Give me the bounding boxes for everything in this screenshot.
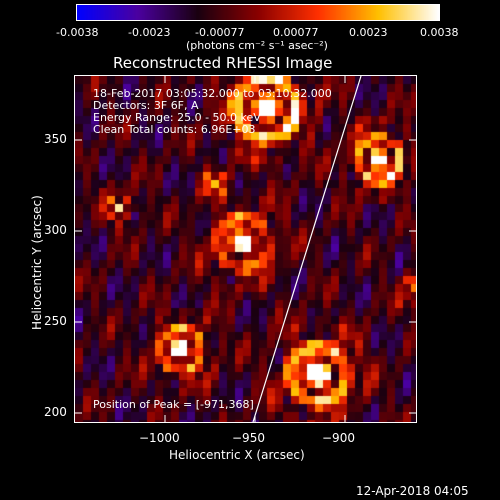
x-tick-minus-900: −900 [322,431,355,445]
y-tick-250: 250 [44,314,67,328]
colorbar-tick-1: -0.0038 [56,26,99,39]
y-tick-200: 200 [44,405,67,419]
peak-position-label: Position of Peak = [-971,368] [93,398,254,411]
y-tick-350: 350 [44,132,67,146]
colorbar-tick-4: 0.00077 [273,26,319,39]
plot-area: 18-Feb-2017 03:05:32.000 to 03:10:32.000… [74,75,417,423]
colorbar-tick-5: 0.0023 [349,26,388,39]
colorbar-tick-2: -0.0023 [128,26,171,39]
energy-range-label: Energy Range: 25.0 - 50.0 keV [93,111,261,124]
solar-limb-line [252,76,362,422]
detectors-label: Detectors: 3F 6F, A [93,99,199,112]
x-tick-minus-1000: −1000 [139,431,180,445]
timestamp: 12-Apr-2018 04:05 [356,484,469,498]
plot-overlay [75,76,416,422]
colorbar-tick-3: -0.00077 [195,26,245,39]
rhessi-heatmap-image [75,76,416,422]
clean-counts-label: Clean Total counts: 6.96E+03 [93,123,256,136]
colorbar-tick-6: 0.0038 [420,26,459,39]
x-tick-minus-950: −950 [232,431,265,445]
colorbar-units-label: (photons cm⁻² s⁻¹ asec⁻²) [186,39,328,52]
time-range-label: 18-Feb-2017 03:05:32.000 to 03:10:32.000 [93,87,332,100]
y-tick-300: 300 [44,223,67,237]
colorbar [76,4,440,21]
plot-title: Reconstructed RHESSI Image [113,54,333,72]
y-axis-label: Heliocentric Y (arcsec) [30,195,44,330]
x-axis-label: Heliocentric X (arcsec) [169,448,305,462]
